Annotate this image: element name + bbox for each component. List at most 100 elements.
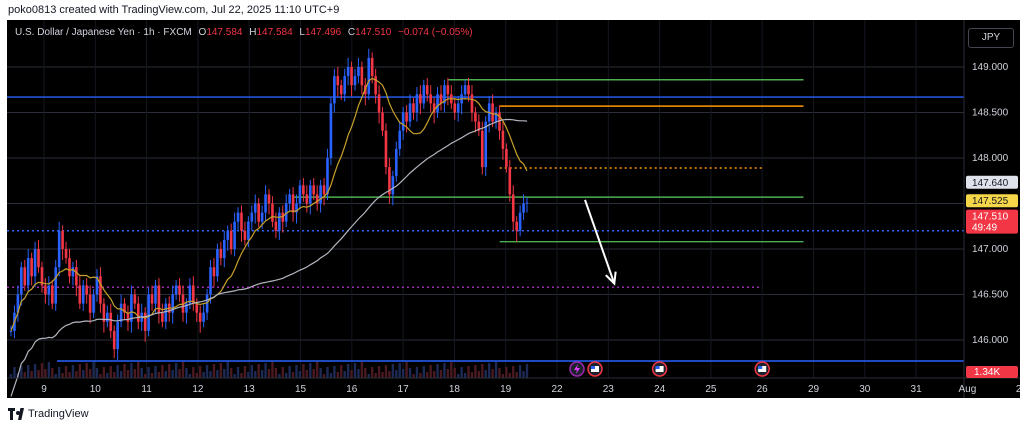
volume-bar <box>126 370 130 378</box>
candle-body <box>133 294 137 304</box>
volume-bar <box>168 364 171 378</box>
time-tick-label: 23 <box>603 384 615 395</box>
candle-body <box>408 103 412 122</box>
high-label: H <box>249 27 257 38</box>
candle-body <box>274 221 278 231</box>
volume-bar <box>460 367 463 378</box>
candle-body <box>178 285 181 295</box>
volume-bar <box>302 364 305 378</box>
candle-body <box>494 112 498 122</box>
price-tick-label: 149.000 <box>972 62 1009 73</box>
volume-bar <box>491 369 494 378</box>
time-tick-label: 11 <box>141 384 152 395</box>
candle-body <box>463 85 467 95</box>
price-chart[interactable]: 149.000 148.500 148.000 147.000 146.500 146.0… <box>7 20 1020 398</box>
candle-body <box>439 94 443 104</box>
volume-bar <box>71 365 75 378</box>
volume-bar <box>161 365 164 378</box>
volume-bar <box>322 374 326 378</box>
candle-body <box>308 185 312 204</box>
lightning-icon <box>574 364 580 374</box>
candle-body <box>99 276 102 304</box>
candle-body <box>484 121 488 168</box>
volume-bar <box>336 372 339 378</box>
tradingview-logo-icon <box>8 408 24 420</box>
open-label: O <box>198 27 207 38</box>
candle-body <box>353 76 357 86</box>
volume-bar <box>140 368 143 378</box>
volume-bar <box>288 366 291 378</box>
candle-body <box>264 194 267 213</box>
volume-bar <box>75 371 78 378</box>
candle-body <box>85 285 88 295</box>
candle-body <box>164 303 168 322</box>
volume-bar <box>391 364 395 378</box>
chart-panel[interactable]: 149.000 148.500 148.000 147.000 146.500 146.0… <box>7 20 1020 398</box>
volume-bar <box>164 371 167 378</box>
candle-body <box>257 203 260 222</box>
candle-body <box>305 194 309 204</box>
candle-body <box>446 85 450 95</box>
time-tick-label: 13 <box>244 384 256 395</box>
volume-bar <box>398 363 401 378</box>
candle-body <box>281 212 285 222</box>
candle-body <box>343 76 346 95</box>
volume-bar <box>37 370 40 378</box>
volume-bar <box>350 370 353 378</box>
candle-body <box>126 312 130 322</box>
time-tick-label: 22 <box>551 384 563 395</box>
volume-bar <box>429 365 432 378</box>
candle-body <box>219 249 223 259</box>
candle-body <box>174 285 178 295</box>
candle-body <box>20 267 23 295</box>
volume-bar <box>154 366 157 378</box>
time-tick-label: 9 <box>41 384 47 395</box>
volume-bar <box>243 366 247 378</box>
candle-body <box>236 212 240 222</box>
symbol-legend: U.S. Dollar / Japanese Yen · 1h · FXCM O… <box>15 27 473 38</box>
volume-bar <box>133 369 137 378</box>
candle-body <box>106 312 109 322</box>
chart-attribution: poko0813 created with TradingView.com, J… <box>8 4 340 16</box>
volume-bar <box>174 363 178 378</box>
candle-body <box>298 185 302 204</box>
candle-body <box>295 203 298 213</box>
currency-button[interactable]: JPY <box>968 28 1014 48</box>
volume-bar <box>285 373 288 378</box>
candle-body <box>188 285 192 304</box>
candle-body <box>226 230 230 240</box>
candle-body <box>491 103 494 122</box>
candle-body <box>195 303 199 313</box>
time-tick-label: 31 <box>911 384 923 395</box>
volume-value-label <box>966 366 1018 378</box>
candle-body <box>315 194 319 204</box>
candle-body <box>102 303 106 322</box>
volume-bar <box>202 372 205 378</box>
volume-bar <box>195 373 198 378</box>
volume-bar <box>30 371 33 378</box>
volume-bar <box>223 369 226 378</box>
volume-bar <box>477 371 481 378</box>
candle-body <box>116 321 119 350</box>
candle-body <box>143 312 147 331</box>
candle-body <box>339 85 343 95</box>
candle-body <box>192 285 195 304</box>
candle-body <box>247 221 250 240</box>
candle-body <box>470 94 474 113</box>
volume-bar <box>178 369 181 378</box>
candle-body <box>233 221 236 249</box>
candle-body <box>57 230 61 268</box>
candle-body <box>92 294 95 313</box>
candle-body <box>123 303 126 313</box>
volume-bar <box>92 362 95 378</box>
candle-body <box>47 285 51 295</box>
volume-bar <box>481 364 484 378</box>
volume-bar <box>494 362 498 378</box>
candle-body <box>95 276 99 295</box>
volume-bar <box>453 368 456 378</box>
volume-bar <box>274 368 278 378</box>
volume-bar <box>61 373 64 378</box>
candle-body <box>357 67 360 77</box>
volume-bar <box>226 362 229 378</box>
us-flag-canton-icon <box>591 366 595 369</box>
